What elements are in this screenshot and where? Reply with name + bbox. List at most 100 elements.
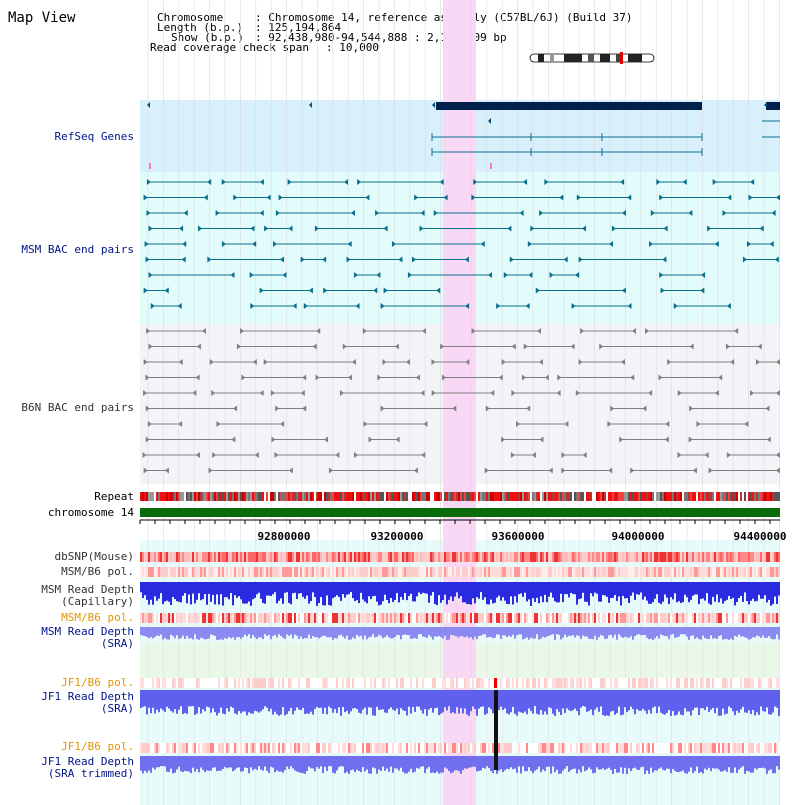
jf1-sra-depth-bar [672, 690, 674, 712]
jf1-b6-pol-cell [418, 743, 420, 753]
msm-sra-depth-bar [430, 627, 432, 637]
repeat-segment [554, 492, 556, 501]
msm-sra-depth-bar [440, 627, 442, 638]
msm-b6-pol-cell [610, 613, 612, 623]
jf1-sra-depth-bar [450, 690, 452, 714]
msm-b6-pol-cell [668, 567, 670, 577]
jf1-trimmed-depth-bar [462, 756, 464, 771]
jf1-trimmed-depth-bar [236, 756, 238, 768]
jf1-b6-pol-cell [334, 743, 336, 753]
jf1-trimmed-depth-bar [724, 756, 726, 771]
dbsnp-cell [280, 552, 282, 562]
msm-bac-pair-end [688, 210, 693, 216]
msm-depth-bar [552, 582, 554, 598]
jf1-trimmed-depth-bar [198, 756, 200, 773]
msm-b6-pol-cell [560, 567, 562, 577]
b6n-bac-pair-end [212, 452, 217, 458]
jf1-b6-pol-cell [772, 743, 774, 753]
msm-bac-pair-end [487, 272, 492, 278]
dbsnp-cell [768, 552, 770, 562]
msm-depth-bar [298, 582, 300, 594]
msm-sra-depth-bar [548, 627, 550, 636]
msm-sra-depth-bar [422, 627, 424, 637]
repeat-segment [604, 492, 606, 501]
dbsnp-cell [320, 552, 322, 562]
jf1-b6-pol-cell [698, 743, 700, 753]
dbsnp-cell [642, 552, 644, 562]
jf1-b6-pol-cell [360, 678, 362, 688]
dbsnp-cell [178, 552, 180, 562]
chromosome-ideogram[interactable] [528, 52, 658, 64]
jf1-sra-depth-bar [538, 690, 540, 715]
repeat-segment [162, 492, 164, 501]
jf1-b6-pol-cell [618, 743, 620, 753]
jf1-trimmed-depth-bar [294, 756, 296, 771]
dbsnp-cell [198, 552, 200, 562]
jf1-trimmed-depth-bar [420, 756, 422, 767]
repeat-segment [650, 492, 652, 501]
jf1-b6-pol-cell [468, 678, 470, 688]
jf1-b6-pol-cell [584, 678, 586, 688]
msm-b6-pol-cell [258, 613, 260, 623]
b6n-bac-pair-end [211, 390, 216, 396]
msm-b6-pol-cell [468, 567, 470, 577]
jf1-sra-depth-bar [608, 690, 610, 716]
jf1-b6-pol-cell [172, 678, 174, 688]
track-label-b6n-bac: B6N BAC end pairs [21, 401, 134, 414]
b6n-bac-pair-end [537, 328, 542, 334]
dbsnp-cell [564, 552, 566, 562]
repeat-segment [732, 492, 734, 501]
msm-sra-depth-bar [348, 627, 350, 640]
jf1-trimmed-depth-bar [168, 756, 170, 773]
jf1-b6-pol-cell [576, 678, 578, 688]
jf1-b6-pol-cell [222, 678, 224, 688]
msm-depth-bar [278, 582, 280, 601]
b6n-bac-pair-end [582, 452, 587, 458]
jf1-sra-depth-bar [420, 690, 422, 711]
msm-b6-pol-cell [570, 567, 572, 577]
jf1-b6-pol-cell [674, 743, 676, 753]
jf1-sra-depth-bar [434, 690, 436, 709]
msm-b6-pol-cell [584, 567, 586, 577]
msm-bac-pair-end [259, 210, 264, 216]
msm-b6-pol-cell [470, 613, 472, 623]
msm-b6-pol-cell [644, 567, 646, 577]
b6n-bac-pair-end [405, 359, 410, 365]
repeat-segment [346, 492, 348, 501]
jf1-b6-pol-cell [276, 743, 278, 753]
jf1-b6-pol-cell [616, 678, 618, 688]
jf1-b6-pol-cell [586, 678, 588, 688]
jf1-trimmed-depth-bar [546, 756, 548, 767]
jf1-sra-depth-bar [564, 690, 566, 713]
jf1-b6-pol-cell [208, 743, 210, 753]
dbsnp-cell [574, 552, 576, 562]
jf1-b6-pol-cell [438, 678, 440, 688]
jf1-b6-pol-cell [464, 678, 466, 688]
msm-sra-depth-bar [742, 627, 744, 637]
msm-depth-bar [750, 582, 752, 601]
repeat-segment [314, 492, 316, 501]
b6n-bac-pair-end [776, 467, 780, 474]
dbsnp-cell [510, 552, 512, 562]
msm-depth-bar [624, 582, 626, 599]
msm-b6-pol-cell [202, 567, 204, 577]
jf1-b6-pol-cell [770, 678, 772, 688]
b6n-bac-pair-end [280, 421, 285, 427]
jf1-trimmed-depth-bar [590, 756, 592, 770]
dbsnp-cell [772, 552, 774, 562]
jf1-b6-pol-cell [258, 678, 260, 688]
b6n-bac-pair-end [665, 421, 670, 427]
repeat-segment [394, 492, 396, 501]
repeat-segment [328, 492, 330, 501]
msm-bac-pair-end [707, 225, 712, 232]
msm-sra-depth-bar [516, 627, 518, 636]
msm-b6-pol-cell [440, 613, 442, 623]
dbsnp-cell [454, 552, 456, 562]
dbsnp-cell [236, 552, 238, 562]
b6n-bac-pair-end [465, 359, 470, 365]
refseq-marker [149, 163, 151, 169]
b6n-bac-pair-end [146, 328, 151, 334]
msm-sra-depth-bar [414, 627, 416, 639]
jf1-b6-pol-cell [696, 678, 698, 688]
